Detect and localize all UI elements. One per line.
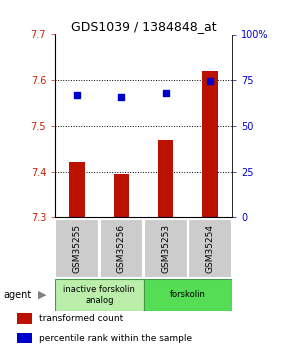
Point bbox=[119, 95, 124, 100]
Text: GSM35255: GSM35255 bbox=[73, 224, 82, 273]
Bar bbox=[17, 333, 32, 343]
Text: forskolin: forskolin bbox=[170, 290, 206, 299]
Text: transformed count: transformed count bbox=[39, 314, 123, 323]
Bar bbox=[55, 279, 144, 311]
Bar bbox=[202, 71, 218, 217]
Point bbox=[75, 92, 79, 98]
Text: GSM35253: GSM35253 bbox=[161, 224, 170, 273]
Bar bbox=[144, 279, 232, 311]
Text: agent: agent bbox=[3, 290, 31, 300]
Bar bbox=[144, 219, 188, 278]
Bar bbox=[70, 162, 85, 217]
Bar bbox=[17, 313, 32, 324]
Text: percentile rank within the sample: percentile rank within the sample bbox=[39, 334, 192, 343]
Text: inactive forskolin
analog: inactive forskolin analog bbox=[64, 285, 135, 305]
Bar bbox=[114, 174, 129, 217]
Text: ▶: ▶ bbox=[38, 290, 46, 300]
Bar bbox=[158, 140, 173, 217]
Bar bbox=[99, 219, 143, 278]
Bar bbox=[188, 219, 232, 278]
Title: GDS1039 / 1384848_at: GDS1039 / 1384848_at bbox=[71, 20, 216, 33]
Point bbox=[163, 90, 168, 96]
Point bbox=[208, 78, 212, 84]
Bar bbox=[55, 219, 99, 278]
Text: GSM35254: GSM35254 bbox=[205, 224, 214, 273]
Text: GSM35256: GSM35256 bbox=[117, 224, 126, 273]
